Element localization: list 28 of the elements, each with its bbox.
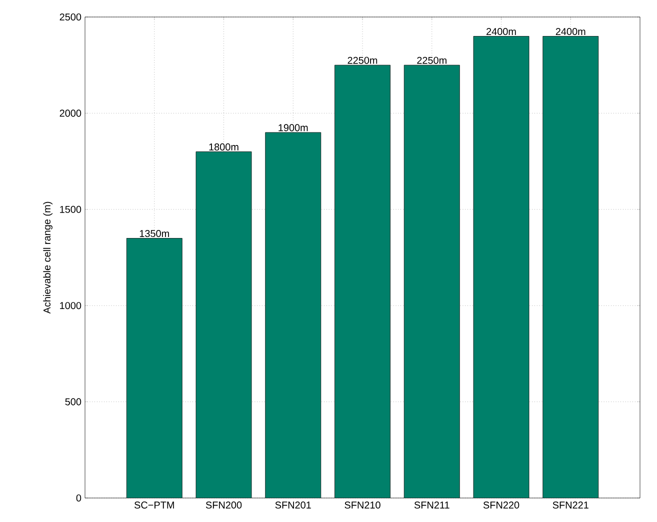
bar: [196, 152, 252, 498]
data-label: 1900m: [278, 124, 308, 132]
y-tick-label: 1500: [60, 206, 82, 213]
data-label: 2250m: [417, 56, 446, 64]
data-label: 2250m: [348, 56, 378, 64]
bar: [474, 36, 530, 498]
bar: [334, 65, 390, 498]
data-label: 2400m: [556, 28, 586, 36]
x-tick-label: SC−PTM: [134, 502, 174, 509]
y-tick-label: 2000: [60, 110, 82, 117]
data-label: 1350m: [140, 230, 169, 238]
x-tick-label: SFN201: [275, 502, 311, 509]
bar: [542, 36, 599, 498]
x-tick-label: SFN200: [206, 502, 242, 509]
bar: [265, 132, 321, 498]
data-label: 2400m: [486, 28, 516, 36]
x-tick-label: SFN220: [483, 502, 520, 509]
y-tick-label: 1000: [60, 302, 82, 310]
y-tick-label: 500: [65, 398, 82, 406]
x-tick-label: SFN211: [414, 502, 450, 509]
y-axis-title: Achievable cell range (m): [43, 202, 52, 314]
y-tick-label: 0: [76, 494, 82, 502]
y-tick-label: 2500: [60, 13, 82, 21]
x-tick-label: SFN210: [344, 502, 380, 509]
data-label: 1800m: [209, 143, 238, 150]
bar: [126, 238, 182, 498]
bar: [404, 65, 460, 498]
x-tick-label: SFN221: [552, 502, 588, 509]
